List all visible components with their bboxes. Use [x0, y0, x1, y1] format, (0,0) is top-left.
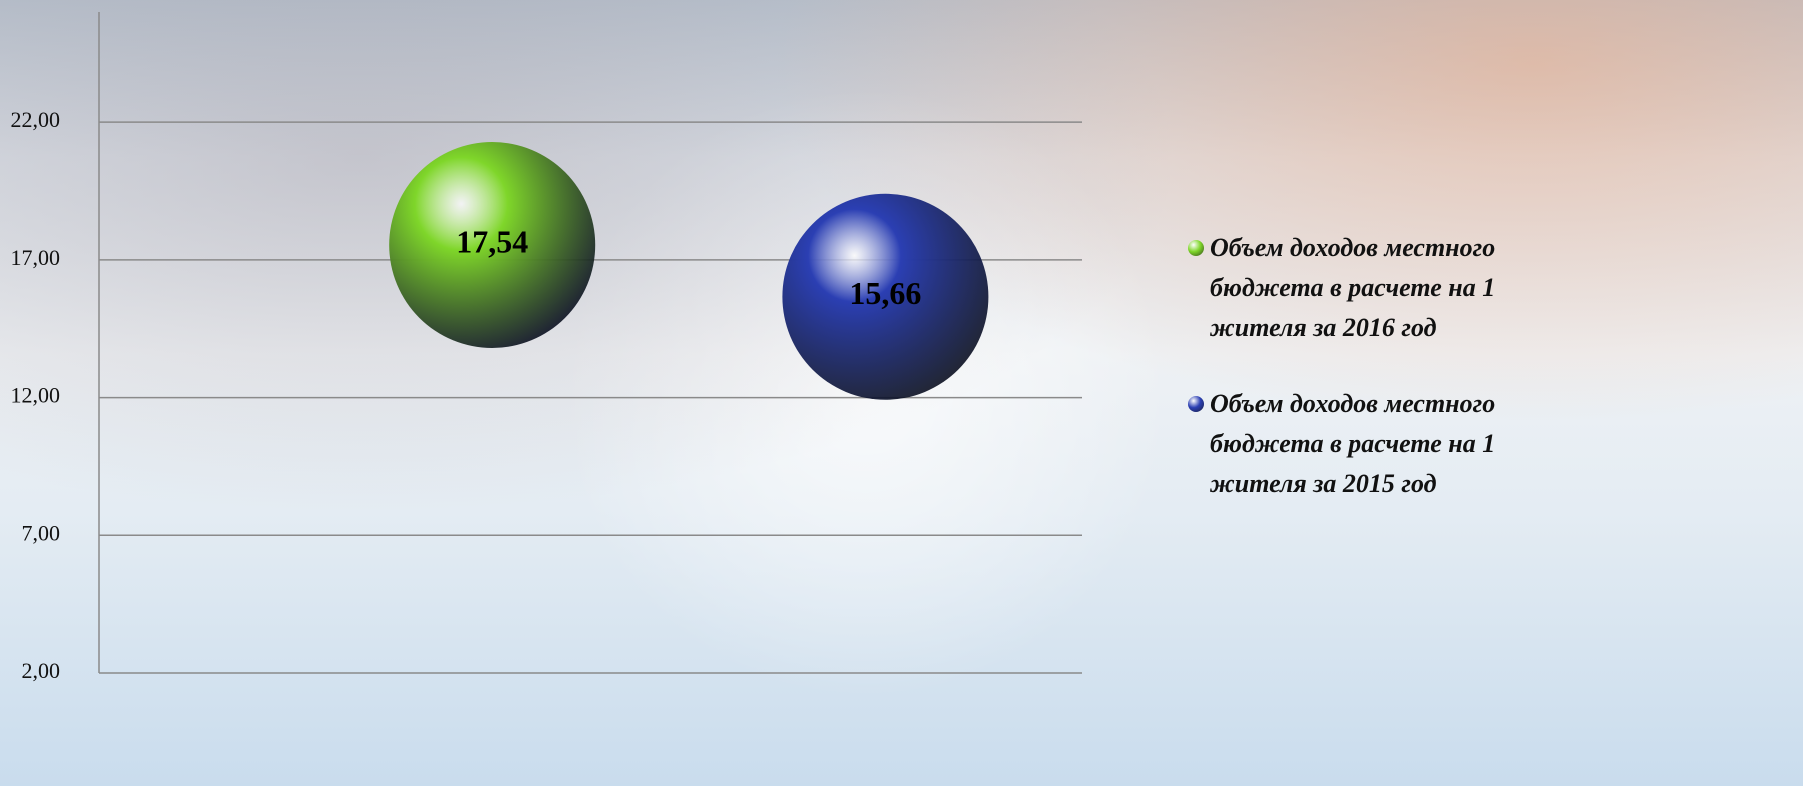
legend-item: Объем доходов местного бюджета в расчете… — [1188, 228, 1568, 348]
legend-label: Объем доходов местного бюджета в расчете… — [1210, 384, 1560, 504]
y-tick-label: 7,00 — [22, 520, 61, 545]
legend-marker — [1188, 240, 1204, 256]
legend-item: Объем доходов местного бюджета в расчете… — [1188, 384, 1568, 504]
legend-marker — [1188, 396, 1204, 412]
data-label: 15,66 — [849, 275, 921, 311]
legend: Объем доходов местного бюджета в расчете… — [1188, 228, 1568, 540]
y-tick-label: 2,00 — [22, 658, 61, 683]
y-tick-label: 17,00 — [11, 245, 61, 270]
page: 2,00 7,00 12,00 17,00 22,00 17,54 15,66 Объем … — [0, 0, 1803, 786]
legend-label: Объем доходов местного бюджета в расчете… — [1210, 228, 1560, 348]
data-label: 17,54 — [456, 223, 528, 259]
y-tick-label: 22,00 — [11, 107, 61, 132]
y-tick-label: 12,00 — [11, 383, 61, 408]
